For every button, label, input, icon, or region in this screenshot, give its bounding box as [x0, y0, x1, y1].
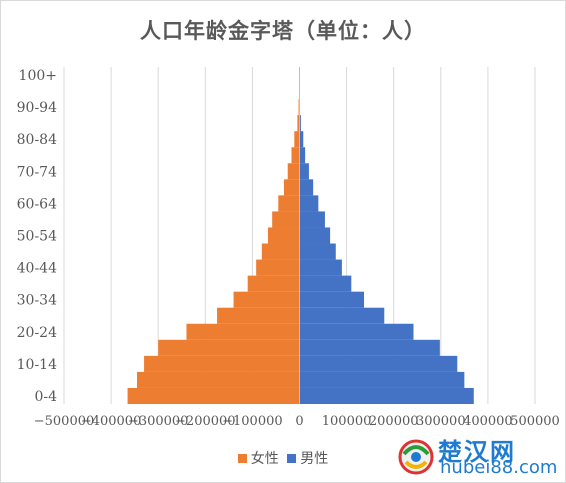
bar-female — [283, 179, 300, 196]
legend-swatch-female — [237, 453, 247, 463]
bar-male — [299, 291, 365, 308]
y-tick-label: 70-74 — [17, 164, 57, 180]
x-tick-label: −100000 — [222, 414, 283, 429]
watermark: 楚汉网 hubei88.com — [394, 434, 559, 478]
x-tick-label: −400000 — [81, 414, 142, 429]
bar-female — [256, 259, 300, 276]
x-tick-label: −500000 — [34, 414, 95, 429]
legend-label-male: 男性 — [300, 451, 329, 467]
bar-female — [127, 387, 300, 404]
legend-item-male: 男性 — [287, 448, 328, 468]
bar-male — [299, 163, 309, 180]
x-tick-label: −200000 — [175, 414, 236, 429]
y-tick-label: 90-94 — [17, 100, 57, 116]
bar-male — [299, 227, 331, 244]
bar-male — [299, 307, 385, 324]
y-tick-label: 30-34 — [17, 293, 57, 309]
x-tick-label: −300000 — [128, 414, 189, 429]
bar-male — [299, 147, 306, 164]
bar-male — [299, 355, 458, 372]
bar-male — [299, 195, 319, 212]
bar-male — [299, 243, 336, 260]
y-tick-label: 50-54 — [17, 229, 57, 245]
bar-female — [261, 243, 300, 260]
bar-male — [299, 259, 342, 276]
watermark-logo-icon — [398, 439, 434, 475]
legend-item-female: 女性 — [237, 448, 279, 468]
x-tick-label: 500000 — [510, 414, 560, 429]
y-tick-label: 20-24 — [17, 325, 57, 341]
legend-swatch-male — [287, 453, 297, 463]
bar-female — [158, 339, 300, 356]
bar-female — [287, 163, 300, 180]
bar-male — [299, 179, 314, 196]
watermark-url: hubei88.com — [440, 457, 558, 478]
bar-female — [272, 211, 300, 228]
bar-male — [299, 275, 352, 292]
bar-female — [144, 355, 300, 372]
bar-female — [137, 371, 300, 388]
x-tick-label: 100000 — [322, 414, 372, 429]
x-tick-label: 0 — [295, 414, 303, 429]
bar-female — [297, 115, 300, 132]
bar-male — [299, 323, 414, 340]
x-tick-label: 300000 — [416, 414, 466, 429]
y-tick-label: 80-84 — [17, 132, 57, 148]
bar-male — [299, 371, 465, 388]
watermark-name: 楚汉网 — [438, 438, 516, 466]
y-tick-label: 100+ — [19, 68, 57, 84]
y-tick-label: 0-4 — [34, 389, 57, 405]
bar-male — [299, 387, 474, 404]
bar-female — [278, 195, 300, 212]
y-tick-label: 40-44 — [17, 261, 57, 277]
x-tick-label: 200000 — [369, 414, 419, 429]
bar-male — [299, 115, 301, 132]
bar-male — [299, 211, 325, 228]
chart-title: 人口年龄金字塔（单位：人） — [140, 18, 426, 43]
chart-legend: 女性 男性 — [1, 448, 565, 468]
bar-female — [291, 147, 300, 164]
bar-female — [217, 307, 300, 324]
bar-female — [233, 291, 300, 308]
bar-female — [267, 227, 300, 244]
legend-label-female: 女性 — [250, 451, 279, 467]
y-tick-label: 10-14 — [17, 357, 57, 373]
bar-female — [294, 131, 300, 148]
bar-male — [299, 131, 304, 148]
bar-female — [186, 323, 300, 340]
bar-female — [247, 275, 300, 292]
x-tick-label: 400000 — [463, 414, 513, 429]
y-tick-label: 60-64 — [17, 196, 57, 212]
bar-male — [299, 339, 440, 356]
